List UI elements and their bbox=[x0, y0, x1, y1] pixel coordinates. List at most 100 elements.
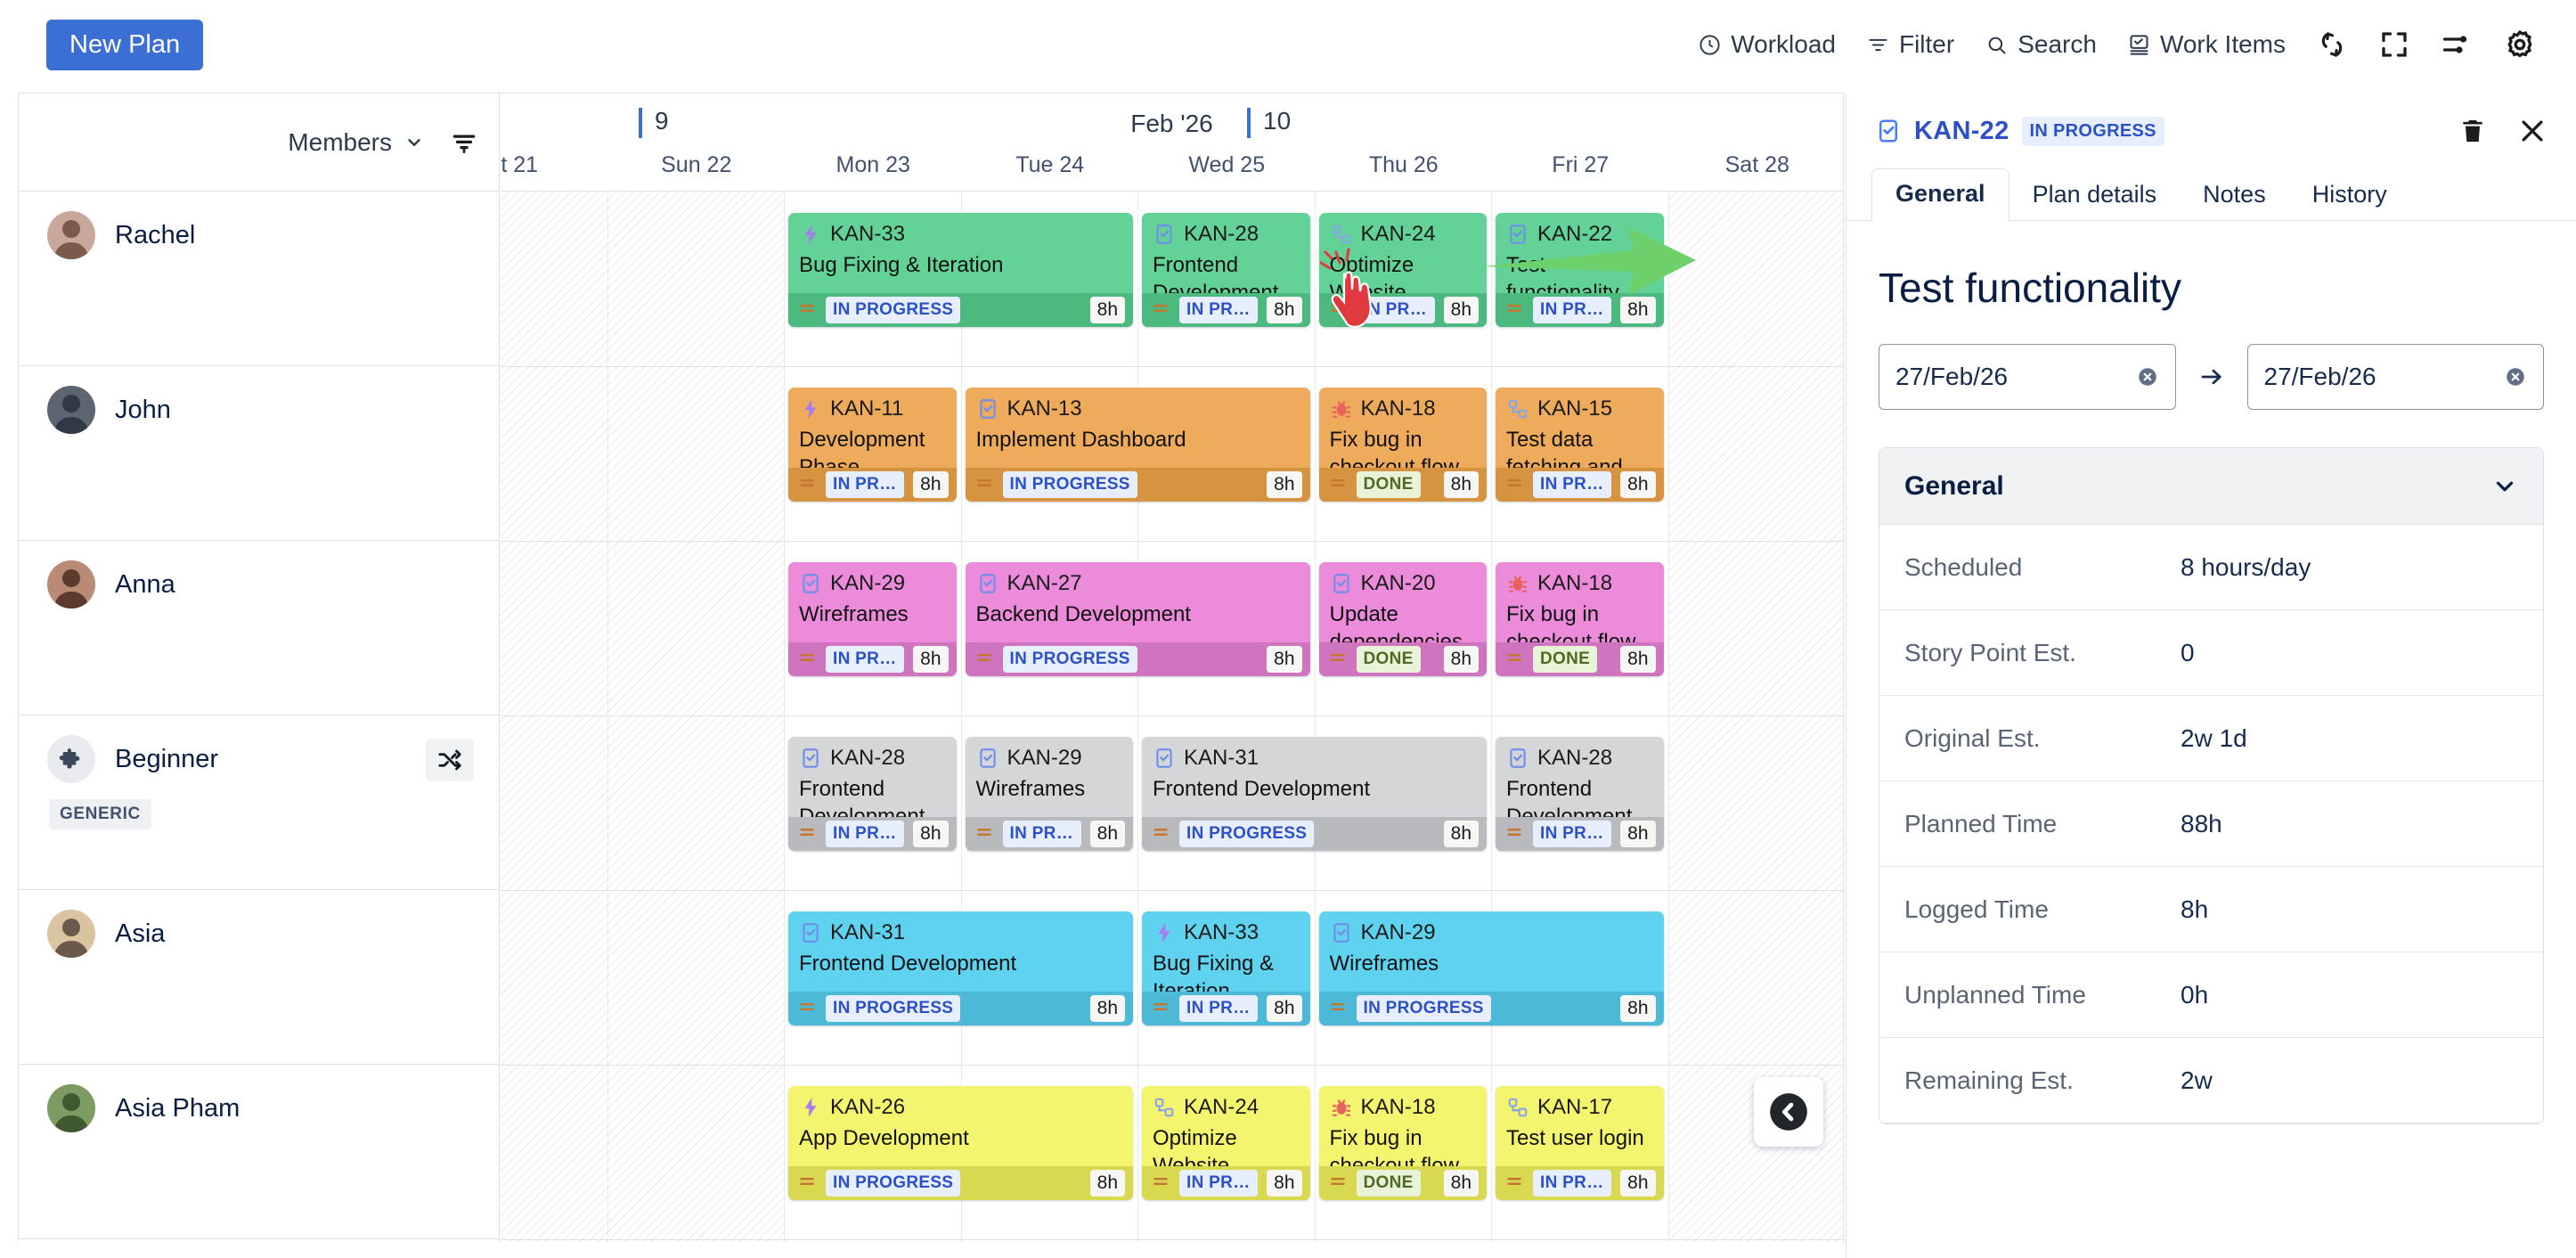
start-date-field[interactable]: 27/Feb/26 bbox=[1879, 344, 2176, 410]
task-bar[interactable]: KAN-29 Wireframes IN PRO... 8h bbox=[788, 562, 957, 676]
task-bar[interactable]: KAN-18 Fix bug in checkout flow DONE 8h bbox=[1318, 388, 1487, 502]
group-by-members-dropdown[interactable]: Members bbox=[288, 128, 424, 157]
task-icon bbox=[799, 572, 822, 595]
date-range-row: 27/Feb/26 27/Feb/26 bbox=[1846, 312, 2576, 410]
week-marker: 9 bbox=[639, 107, 669, 138]
task-bar[interactable]: KAN-15 Test data fetching and IN PRO... 8h bbox=[1496, 388, 1664, 502]
task-key: KAN-18 bbox=[1360, 1095, 1436, 1119]
epic-icon bbox=[1153, 921, 1176, 944]
priority-medium-icon bbox=[797, 1172, 817, 1196]
member-row[interactable]: Asia Pham bbox=[19, 1065, 499, 1239]
member-row[interactable]: Anna bbox=[19, 541, 499, 715]
task-bar[interactable]: KAN-26 App Development IN PROGRESS 8h bbox=[788, 1086, 1133, 1200]
filter-lines-icon[interactable] bbox=[451, 129, 477, 156]
task-bar[interactable]: KAN-29 Wireframes IN PROGRESS 8h bbox=[1318, 911, 1664, 1025]
task-title: Fix bug in checkout flow bbox=[1329, 428, 1459, 468]
task-bar[interactable]: KAN-31 Frontend Development IN PROGRESS 8h bbox=[788, 911, 1133, 1025]
settings-sliders-icon[interactable] bbox=[2441, 29, 2473, 61]
task-title: Wireframes bbox=[975, 777, 1086, 801]
task-bar[interactable]: KAN-24 Optimize Website IN PRO... 8h bbox=[1318, 213, 1487, 327]
task-bar[interactable]: KAN-11 Development Phase IN PRO... 8h bbox=[788, 388, 957, 502]
day-column[interactable] bbox=[785, 192, 962, 1242]
task-bar[interactable]: KAN-28 Frontend Development IN PRO... 8h bbox=[1142, 213, 1310, 327]
tab-notes[interactable]: Notes bbox=[2203, 181, 2266, 208]
task-bar[interactable]: KAN-18 Fix bug in checkout flow DONE 8h bbox=[1318, 1086, 1487, 1200]
task-bar[interactable]: KAN-28 Frontend Development IN PRO... 8h bbox=[788, 737, 957, 851]
task-bar[interactable]: KAN-28 Frontend Development IN PRO... 8h bbox=[1496, 737, 1664, 851]
task-title: Frontend Development bbox=[1153, 777, 1371, 801]
member-row[interactable]: Rachel bbox=[19, 192, 499, 366]
detail-row: Scheduled 8 hours/day bbox=[1879, 525, 2543, 610]
member-row[interactable]: Asia bbox=[19, 890, 499, 1065]
row-separator bbox=[501, 541, 1843, 542]
subtask-icon bbox=[1506, 397, 1529, 421]
detail-label: Planned Time bbox=[1904, 809, 2058, 837]
member-row[interactable]: Beginner GENERIC bbox=[19, 715, 499, 890]
subtask-icon bbox=[1330, 223, 1353, 246]
task-title: Update dependencies bbox=[1329, 602, 1463, 642]
shuffle-icon[interactable] bbox=[426, 739, 474, 781]
fullscreen-icon[interactable] bbox=[2378, 29, 2410, 61]
status-badge: IN PRO... bbox=[1533, 297, 1612, 323]
work-items-button[interactable]: Work Items bbox=[2127, 30, 2286, 59]
task-key: KAN-18 bbox=[1360, 396, 1436, 421]
chevron-down-icon[interactable] bbox=[2491, 473, 2518, 500]
new-plan-button[interactable]: New Plan bbox=[46, 19, 204, 70]
trash-icon[interactable] bbox=[2458, 117, 2487, 145]
task-bar[interactable]: KAN-33 Bug Fixing & Iteration IN PRO... 8h bbox=[1142, 911, 1310, 1025]
start-date-value: 27/Feb/26 bbox=[1895, 363, 2009, 390]
filter-icon bbox=[1866, 33, 1890, 57]
row-separator bbox=[501, 1065, 1843, 1066]
tab-plan-details[interactable]: Plan details bbox=[2032, 181, 2157, 208]
task-icon bbox=[799, 921, 822, 944]
close-icon[interactable] bbox=[2517, 116, 2547, 146]
detail-value: 8h bbox=[2181, 894, 2209, 923]
timeline-body[interactable]: KAN-33 Bug Fixing & Iteration IN PROGRESS 8… bbox=[501, 192, 1843, 1242]
task-bar[interactable]: KAN-22 Test functionality IN PRO... 8h bbox=[1496, 213, 1664, 327]
task-bar[interactable]: KAN-27 Backend Development IN PROGRESS 8h bbox=[965, 562, 1310, 676]
group-by-label: Members bbox=[288, 127, 392, 156]
detail-value: 2w bbox=[2181, 1066, 2213, 1094]
detail-issue-key[interactable]: KAN-22 bbox=[1914, 116, 2009, 145]
day-column[interactable] bbox=[1138, 192, 1316, 1242]
day-column[interactable] bbox=[607, 192, 785, 1242]
day-column[interactable] bbox=[962, 192, 1138, 1242]
general-section-header[interactable]: General bbox=[1879, 448, 2543, 525]
tab-history[interactable]: History bbox=[2311, 181, 2387, 208]
task-key: KAN-29 bbox=[1360, 920, 1436, 944]
task-bar[interactable]: KAN-20 Update dependencies DONE 8h bbox=[1318, 562, 1487, 676]
member-name: Asia Pham bbox=[115, 1093, 240, 1123]
task-bar[interactable]: KAN-17 Test user login IN PRO... 8h bbox=[1496, 1086, 1664, 1200]
day-column[interactable] bbox=[501, 192, 608, 1242]
status-badge: IN PRO... bbox=[1002, 821, 1081, 847]
task-key: KAN-28 bbox=[1184, 222, 1259, 246]
workload-button[interactable]: Workload bbox=[1698, 30, 1836, 59]
gear-icon[interactable] bbox=[2503, 28, 2537, 61]
priority-medium-icon bbox=[1328, 648, 1348, 672]
task-bar[interactable]: KAN-18 Fix bug in checkout flow DONE 8h bbox=[1496, 562, 1664, 676]
status-badge: IN PRO... bbox=[1533, 821, 1612, 847]
clear-circle-icon[interactable] bbox=[2504, 365, 2527, 388]
day-column[interactable] bbox=[1492, 192, 1669, 1242]
search-button[interactable]: Search bbox=[1985, 30, 2097, 59]
task-bar[interactable]: KAN-24 Optimize Website IN PRO... 8h bbox=[1142, 1086, 1310, 1200]
task-title: Wireframes bbox=[799, 602, 909, 626]
clear-circle-icon[interactable] bbox=[2136, 365, 2159, 388]
task-bar[interactable]: KAN-29 Wireframes IN PRO... 8h bbox=[965, 737, 1133, 851]
day-column[interactable] bbox=[1316, 192, 1492, 1242]
task-bar[interactable]: KAN-13 Implement Dashboard IN PROGRESS 8h bbox=[965, 388, 1310, 502]
member-row[interactable]: John bbox=[19, 366, 499, 541]
tab-general[interactable]: General bbox=[1871, 168, 2009, 221]
status-badge: IN PRO... bbox=[1179, 995, 1259, 1022]
filter-button[interactable]: Filter bbox=[1866, 30, 1954, 59]
status-badge: DONE bbox=[1533, 646, 1598, 673]
collapse-panel-button[interactable] bbox=[1754, 1077, 1823, 1147]
task-bar[interactable]: KAN-31 Frontend Development IN PROGRESS 8h bbox=[1142, 737, 1487, 851]
task-bar[interactable]: KAN-33 Bug Fixing & Iteration IN PROGRESS 8… bbox=[788, 213, 1133, 327]
sync-icon[interactable] bbox=[2316, 29, 2348, 61]
task-hours: 8h bbox=[1267, 1170, 1302, 1197]
bug-icon bbox=[1330, 1096, 1353, 1119]
task-title: Frontend Development bbox=[799, 777, 925, 817]
end-date-field[interactable]: 27/Feb/26 bbox=[2246, 344, 2544, 410]
task-hours: 8h bbox=[1267, 297, 1302, 323]
